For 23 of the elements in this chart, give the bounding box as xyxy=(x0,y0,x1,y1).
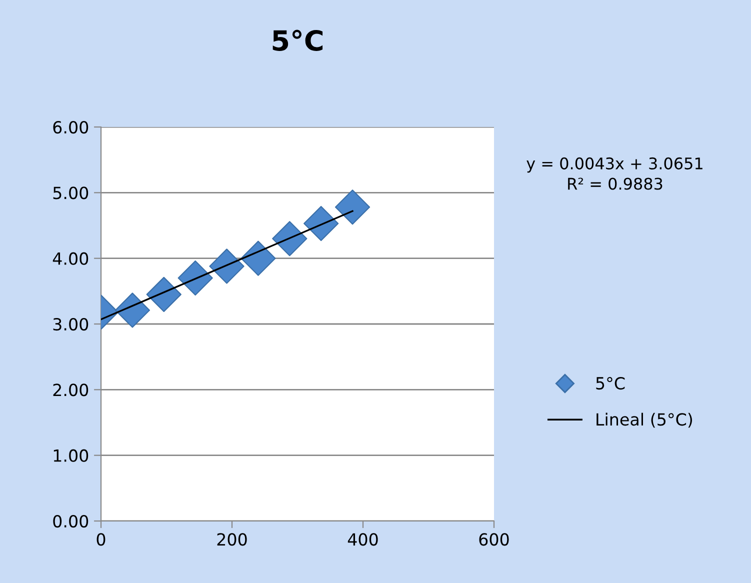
y-tick-label: 0.00 xyxy=(53,514,88,528)
point xyxy=(272,221,308,256)
point xyxy=(240,240,276,276)
y-tick-label: 2.00 xyxy=(53,384,88,396)
y-tick-label: 4.00 xyxy=(52,252,88,265)
x-tick-label: 400 xyxy=(348,533,378,546)
y-tick-label: 1.00 xyxy=(54,449,88,462)
point xyxy=(178,260,213,296)
text: y = 0.0043x + 3.0651 R² = 0.9883 xyxy=(526,157,702,190)
point xyxy=(304,206,339,242)
y-tick-label: 3.00 xyxy=(53,318,88,331)
point xyxy=(209,248,244,284)
legend-label: Lineal (5°C) xyxy=(596,412,692,428)
point xyxy=(334,190,370,225)
x-tick-label: 200 xyxy=(217,533,247,546)
y-tick-label: 6.00 xyxy=(53,120,88,134)
x-tick-label: 0 xyxy=(96,533,106,546)
x-tick-label: 600 xyxy=(479,533,509,546)
point xyxy=(114,292,150,328)
y-tick-label: 5.00 xyxy=(53,186,88,200)
point xyxy=(146,276,182,312)
legend-label: 5°C xyxy=(596,376,625,390)
chart-title: 5°C xyxy=(272,30,323,52)
